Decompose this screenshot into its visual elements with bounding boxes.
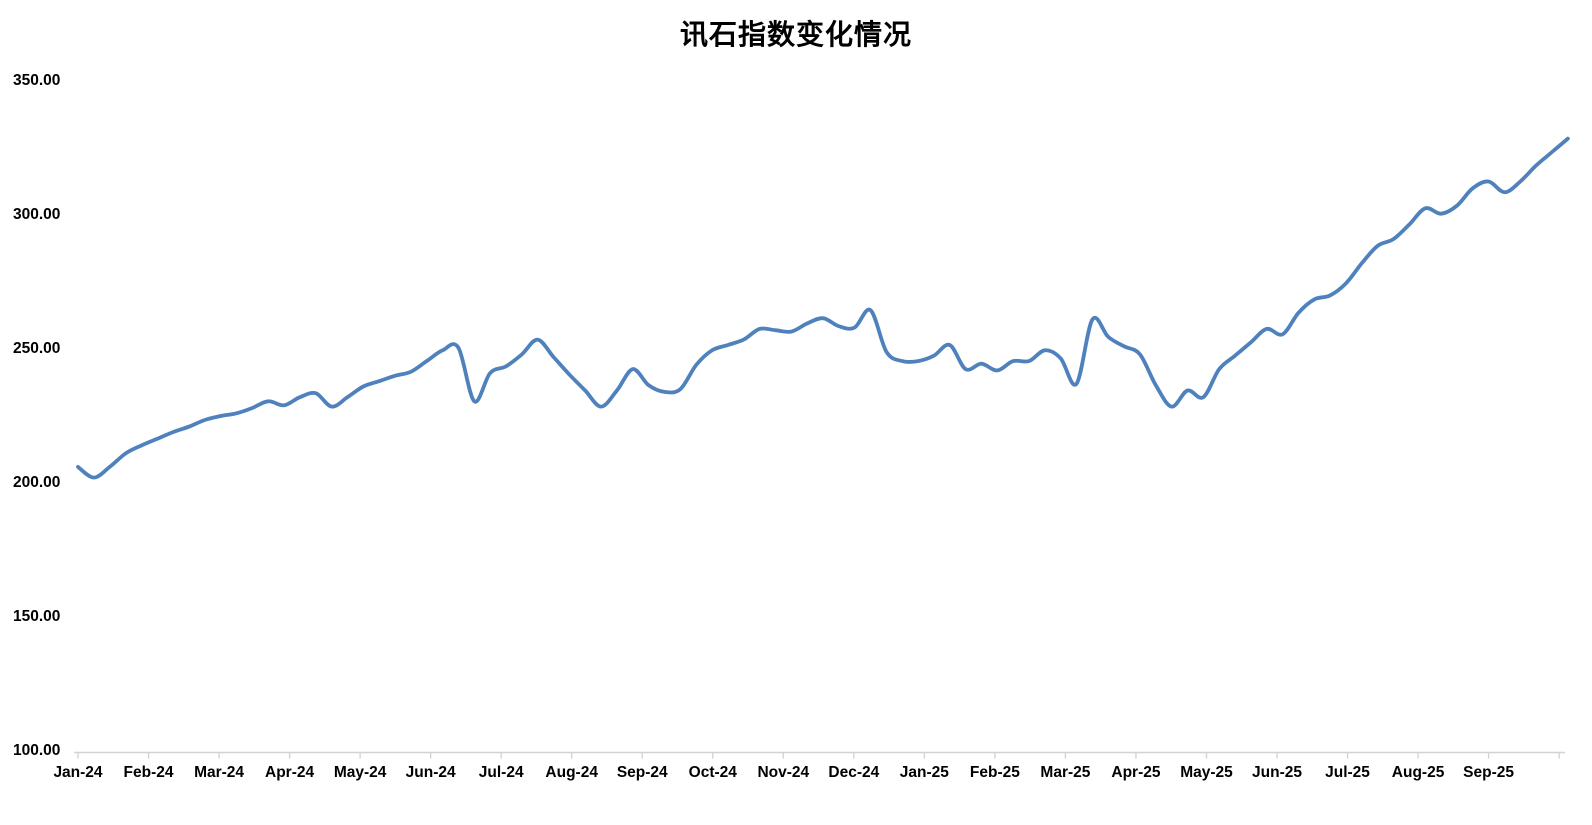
x-axis-tick-label: Feb-25: [969, 764, 1020, 781]
chart-title: 讯石指数变化情况: [679, 20, 912, 51]
y-axis-tick-label: 250.00: [13, 340, 61, 357]
y-axis-tick-label: 200.00: [13, 474, 61, 491]
x-axis-tick-label: Jan-24: [53, 764, 103, 781]
x-axis-tick-label: Oct-24: [688, 764, 737, 781]
x-axis-tick-label: Jun-25: [1252, 764, 1302, 781]
x-axis-tick-label: Mar-24: [194, 764, 245, 781]
x-axis-tick-label: Apr-25: [1111, 764, 1161, 781]
y-axis-tick-label: 150.00: [13, 608, 61, 625]
x-axis-tick-label: Jan-25: [899, 764, 949, 781]
y-axis-tick-label: 100.00: [13, 742, 61, 759]
x-axis-tick-label: May-24: [333, 764, 387, 781]
x-axis-tick-label: May-25: [1180, 764, 1233, 781]
x-axis-tick-label: Feb-24: [123, 764, 174, 781]
x-axis-tick-label: Aug-25: [1391, 764, 1445, 781]
x-axis-tick-label: Jun-24: [405, 764, 456, 781]
x-axis-tick-label: Sep-24: [616, 764, 668, 781]
x-axis-tick-label: Aug-24: [545, 764, 598, 781]
y-axis-tick-label: 300.00: [13, 206, 61, 223]
x-axis-tick-label: Nov-24: [757, 764, 810, 781]
x-axis-tick-label: Jul-25: [1325, 764, 1370, 781]
x-axis-tick-label: Jul-24: [478, 764, 524, 781]
y-axis-tick-label: 350.00: [13, 72, 61, 89]
x-axis-tick-label: Mar-25: [1040, 764, 1091, 781]
x-axis-tick-label: Apr-24: [265, 764, 315, 781]
x-axis-tick-label: Sep-25: [1463, 764, 1515, 781]
index-series-line: [76, 136, 1570, 480]
x-axis-tick-label: Dec-24: [828, 764, 880, 781]
